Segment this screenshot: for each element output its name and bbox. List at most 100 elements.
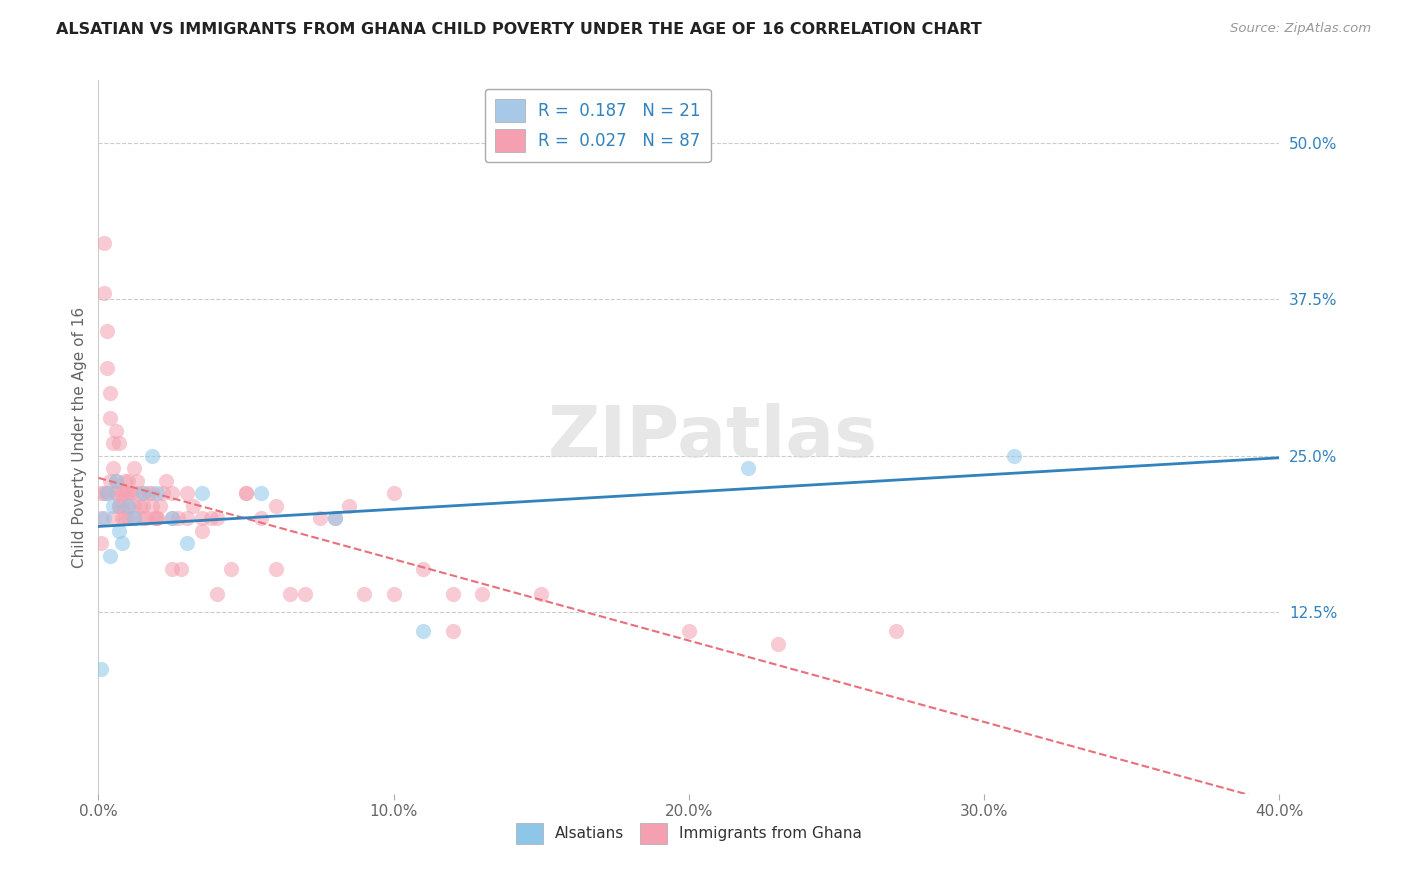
Point xyxy=(141,486,163,500)
Point xyxy=(181,499,204,513)
Point xyxy=(132,499,155,513)
Point xyxy=(90,536,112,550)
Point xyxy=(108,436,131,450)
Point xyxy=(235,486,257,500)
Point xyxy=(122,461,145,475)
Point xyxy=(200,511,222,525)
Point xyxy=(152,486,174,500)
Point xyxy=(191,486,214,500)
Point xyxy=(141,449,163,463)
Point xyxy=(176,511,198,525)
Point xyxy=(117,486,139,500)
Point xyxy=(309,511,332,525)
Point xyxy=(176,486,198,500)
Point xyxy=(162,486,183,500)
Point xyxy=(108,499,131,513)
Point xyxy=(114,486,136,500)
Point xyxy=(132,486,155,500)
Point xyxy=(138,486,160,500)
Point xyxy=(111,486,134,500)
Point xyxy=(120,486,142,500)
Point xyxy=(117,474,139,488)
Point xyxy=(117,499,139,513)
Point xyxy=(108,524,131,538)
Point xyxy=(103,436,125,450)
Point xyxy=(205,511,228,525)
Point xyxy=(93,511,115,525)
Point xyxy=(264,561,287,575)
Point xyxy=(111,536,134,550)
Point xyxy=(98,474,121,488)
Point xyxy=(141,499,163,513)
Point xyxy=(108,499,131,513)
Point xyxy=(353,586,375,600)
Text: ALSATIAN VS IMMIGRANTS FROM GHANA CHILD POVERTY UNDER THE AGE OF 16 CORRELATION : ALSATIAN VS IMMIGRANTS FROM GHANA CHILD … xyxy=(56,22,981,37)
Point xyxy=(280,586,302,600)
Legend: Alsatians, Immigrants from Ghana: Alsatians, Immigrants from Ghana xyxy=(509,816,869,850)
Point xyxy=(250,511,273,525)
Point xyxy=(146,511,169,525)
Point xyxy=(103,511,125,525)
Point xyxy=(162,511,183,525)
Point xyxy=(162,561,183,575)
Point xyxy=(98,386,121,401)
Point xyxy=(125,474,148,488)
Point xyxy=(1002,449,1025,463)
Point xyxy=(143,511,166,525)
Point xyxy=(737,461,759,475)
Point xyxy=(96,486,118,500)
Point xyxy=(135,511,157,525)
Point xyxy=(155,474,177,488)
Point xyxy=(111,499,134,513)
Point xyxy=(128,499,150,513)
Point xyxy=(146,486,169,500)
Point xyxy=(146,511,169,525)
Point xyxy=(323,511,346,525)
Point xyxy=(117,499,139,513)
Point xyxy=(96,486,118,500)
Text: Source: ZipAtlas.com: Source: ZipAtlas.com xyxy=(1230,22,1371,36)
Point xyxy=(678,624,700,639)
Point xyxy=(105,486,128,500)
Point xyxy=(122,511,145,525)
Point xyxy=(382,486,405,500)
Point xyxy=(294,586,316,600)
Point xyxy=(103,499,125,513)
Point xyxy=(162,511,183,525)
Point xyxy=(103,461,125,475)
Y-axis label: Child Poverty Under the Age of 16: Child Poverty Under the Age of 16 xyxy=(72,307,87,567)
Point xyxy=(125,486,148,500)
Point xyxy=(122,511,145,525)
Point xyxy=(471,586,494,600)
Point xyxy=(170,561,193,575)
Point xyxy=(339,499,361,513)
Point xyxy=(93,286,115,301)
Point xyxy=(132,486,155,500)
Point xyxy=(766,637,789,651)
Point xyxy=(114,474,136,488)
Point xyxy=(205,586,228,600)
Point xyxy=(441,586,464,600)
Point xyxy=(221,561,243,575)
Point xyxy=(191,524,214,538)
Point xyxy=(96,324,118,338)
Point xyxy=(98,549,121,563)
Point xyxy=(235,486,257,500)
Point xyxy=(382,586,405,600)
Point xyxy=(191,511,214,525)
Point xyxy=(441,624,464,639)
Point xyxy=(149,499,172,513)
Point xyxy=(884,624,907,639)
Point xyxy=(105,486,128,500)
Point xyxy=(105,474,128,488)
Point xyxy=(176,536,198,550)
Point xyxy=(117,511,139,525)
Point xyxy=(111,511,134,525)
Point xyxy=(323,511,346,525)
Point xyxy=(105,474,128,488)
Point xyxy=(98,411,121,425)
Point xyxy=(167,511,190,525)
Text: ZIPatlas: ZIPatlas xyxy=(547,402,877,472)
Point xyxy=(250,486,273,500)
Point xyxy=(530,586,553,600)
